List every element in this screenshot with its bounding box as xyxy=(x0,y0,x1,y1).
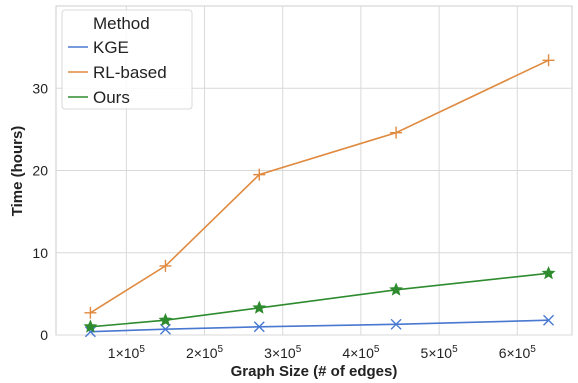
x-tick-label: 3×105 xyxy=(264,344,302,361)
series-layer xyxy=(83,54,556,338)
y-tick-label: 10 xyxy=(32,245,48,261)
data-point-marker xyxy=(159,323,171,335)
data-point-marker xyxy=(389,282,404,296)
series-rl-based xyxy=(84,54,555,319)
legend-title: Method xyxy=(93,14,150,33)
tick-labels: 1×105 2×105 3×105 4×105 5×105 6×105 0 10 20 30 xyxy=(32,80,536,361)
x-tick-label: 1×105 xyxy=(108,344,146,361)
y-tick-label: 30 xyxy=(32,80,48,96)
data-point-marker xyxy=(159,259,172,272)
y-axis-label: Time (hours) xyxy=(9,126,26,217)
y-tick-label: 20 xyxy=(32,163,48,179)
data-point-marker xyxy=(158,312,173,327)
series-ours xyxy=(83,266,556,333)
data-point-marker xyxy=(252,300,267,314)
x-tick-label: 2×105 xyxy=(186,344,224,361)
data-point-marker xyxy=(83,319,98,333)
legend: Method KGE RL-based Ours xyxy=(61,9,193,110)
data-point-marker xyxy=(390,126,403,139)
data-point-marker xyxy=(541,266,556,280)
data-point-marker xyxy=(390,318,402,330)
x-axis-label: Graph Size (# of edges) xyxy=(231,363,398,380)
data-point-marker xyxy=(543,314,555,326)
series-kge xyxy=(84,314,555,338)
legend-label: KGE xyxy=(93,38,129,57)
data-point-marker xyxy=(542,54,555,67)
data-point-marker xyxy=(253,321,265,333)
data-point-marker xyxy=(84,306,97,319)
data-point-marker xyxy=(84,326,96,338)
y-tick-label: 0 xyxy=(40,327,48,343)
x-tick-label: 6×105 xyxy=(499,344,537,361)
x-tick-label: 4×105 xyxy=(342,344,380,361)
legend-box xyxy=(61,9,193,110)
legend-label: Ours xyxy=(93,88,130,107)
x-tick-label: 5×105 xyxy=(421,344,459,361)
data-point-marker xyxy=(253,168,266,181)
legend-label: RL-based xyxy=(93,63,167,82)
